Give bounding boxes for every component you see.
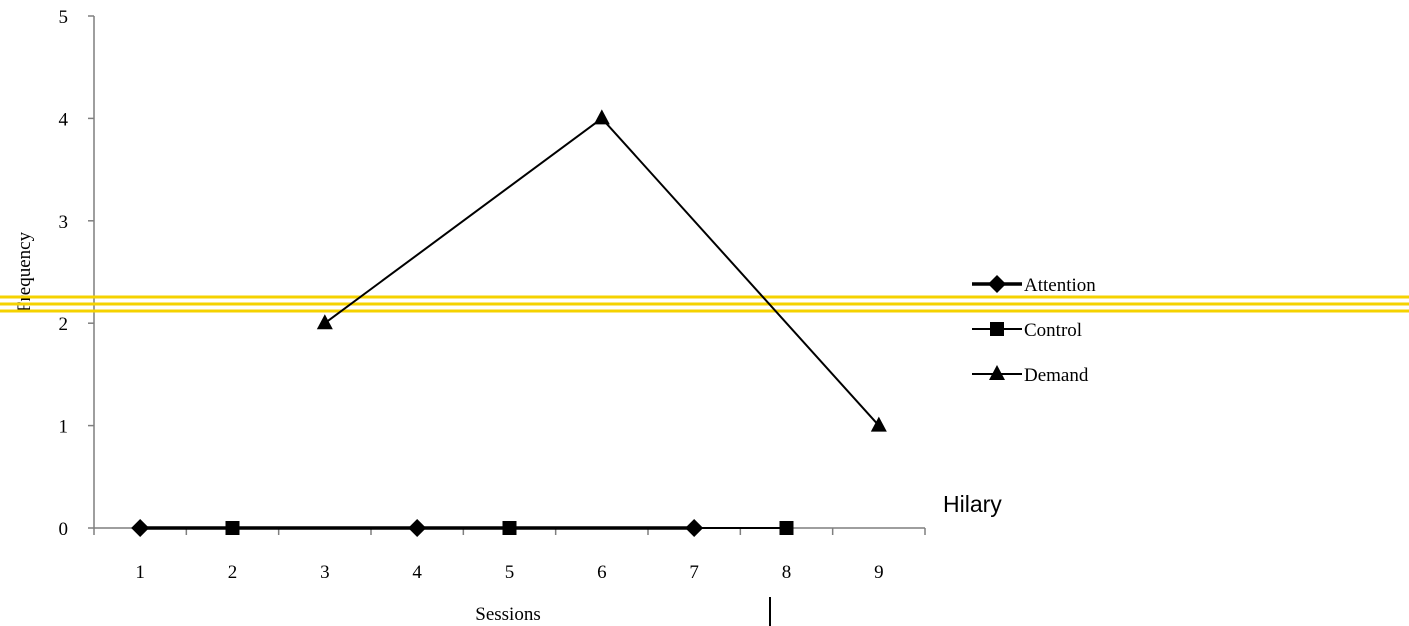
x-tick-label: 2	[228, 562, 238, 583]
subject-label: Hilary	[943, 491, 1002, 517]
x-axis-title: Sessions	[475, 604, 540, 625]
legend-item-control: Control	[972, 320, 1082, 341]
x-tick-label: 8	[782, 562, 792, 583]
series-layer	[131, 109, 887, 537]
control-point	[225, 521, 240, 535]
y-axis-title: Frequency	[14, 231, 35, 312]
legend: Attention Control Demand	[972, 275, 1096, 386]
x-axis: 1 2 3 4 5 6 7 8 9	[93, 527, 926, 583]
x-tick-label: 1	[135, 562, 145, 583]
demand-line	[324, 117, 880, 427]
x-tick-label: 3	[320, 562, 330, 583]
legend-item-attention: Attention	[972, 275, 1096, 296]
legend-swatch-marker	[989, 365, 1005, 380]
phase-change-line	[0, 295, 1409, 313]
x-tick-label: 6	[597, 562, 607, 583]
demand-point	[316, 314, 333, 330]
control-point	[502, 521, 517, 535]
x-tick-label: 5	[505, 562, 515, 583]
y-tick-label: 3	[59, 212, 69, 233]
y-tick-label: 2	[59, 314, 69, 335]
legend-item-demand: Demand	[972, 365, 1089, 386]
legend-label: Attention	[1024, 275, 1096, 296]
legend-label: Demand	[1024, 365, 1089, 386]
y-tick-label: 5	[59, 7, 69, 28]
x-tick-label: 7	[689, 562, 699, 583]
y-tick-label: 1	[59, 417, 69, 438]
x-tick-label: 9	[874, 562, 884, 583]
legend-label: Control	[1024, 320, 1082, 341]
demand-point	[593, 109, 610, 125]
control-point	[779, 521, 794, 535]
x-tick-label: 4	[412, 562, 422, 583]
y-tick-label: 0	[59, 519, 69, 540]
y-tick-label: 4	[59, 109, 69, 130]
demand-point	[870, 416, 887, 432]
legend-swatch-marker	[990, 322, 1004, 336]
series-control	[225, 521, 794, 535]
series-demand	[316, 109, 887, 432]
y-axis: 0 1 2 3 4 5	[59, 7, 95, 540]
attention-point	[131, 519, 150, 537]
legend-swatch-marker	[988, 275, 1006, 293]
